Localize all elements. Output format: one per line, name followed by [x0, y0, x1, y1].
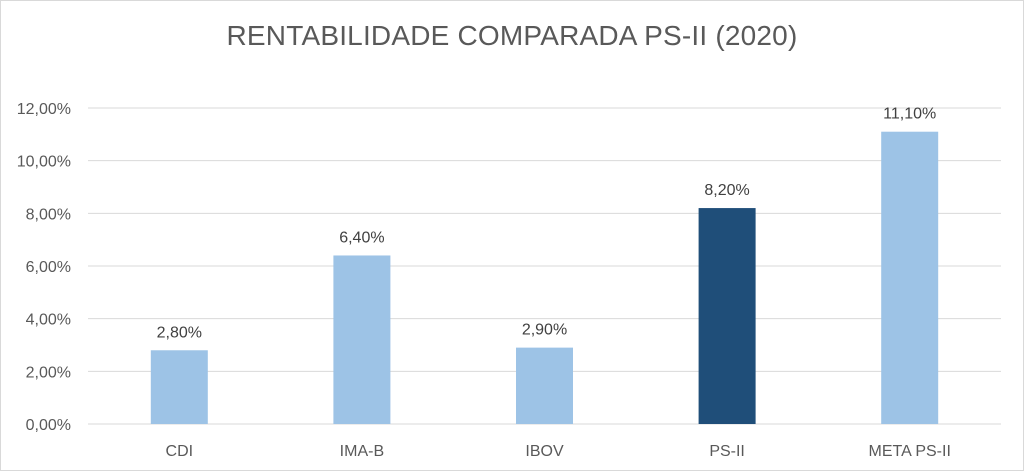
x-tick-label: PS-II: [709, 443, 745, 460]
y-tick-label: 4,00%: [26, 312, 71, 329]
bar-meta-ps-ii: [881, 131, 939, 424]
bar-ps-ii: [698, 208, 756, 424]
y-tick-label: 2,00%: [26, 364, 71, 381]
chart-title: RENTABILIDADE COMPARADA PS-II (2020): [226, 20, 798, 51]
y-tick-label: 10,00%: [17, 154, 71, 171]
x-tick-label: CDI: [166, 443, 194, 460]
y-tick-label: 0,00%: [26, 417, 71, 434]
data-label: 8,20%: [704, 182, 749, 199]
x-tick-label: IBOV: [525, 443, 564, 460]
x-tick-label: META PS-II: [869, 443, 951, 460]
y-tick-label: 6,00%: [26, 259, 71, 276]
x-tick-label: IMA-B: [340, 443, 384, 460]
bar-cdi: [150, 350, 208, 424]
bar-ibov: [516, 347, 573, 424]
bar-ima-b: [333, 255, 391, 424]
y-tick-label: 8,00%: [26, 206, 71, 223]
y-tick-label: 12,00%: [17, 101, 71, 118]
data-label: 2,90%: [522, 322, 567, 339]
data-label: 11,10%: [883, 106, 936, 123]
data-label: 6,40%: [339, 229, 384, 246]
data-label: 2,80%: [157, 324, 202, 341]
